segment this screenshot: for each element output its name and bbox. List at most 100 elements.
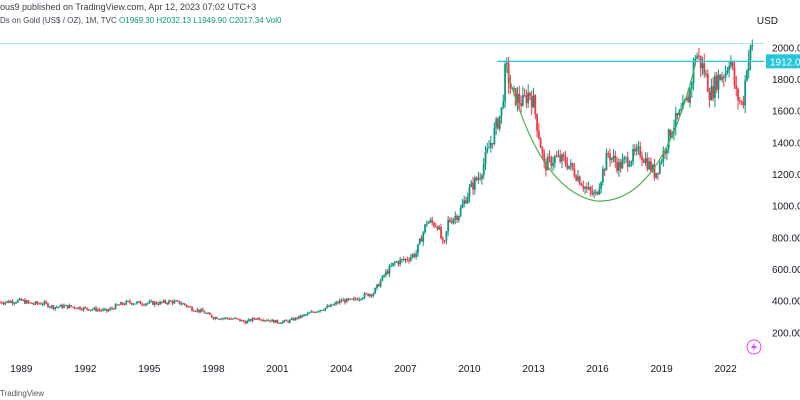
candle-body (719, 74, 722, 80)
candle-body (27, 300, 30, 303)
candle-body (128, 300, 131, 303)
candle-body (91, 309, 94, 311)
candle-body (47, 303, 49, 307)
candle-body (148, 301, 151, 304)
candle-body (104, 308, 106, 310)
cup-pattern-curve (505, 62, 697, 202)
candle-body (86, 307, 89, 310)
candle-body (267, 320, 270, 322)
candle-body (390, 265, 393, 267)
candle-body (237, 318, 240, 320)
candle-body (203, 311, 206, 314)
candle-body (593, 192, 595, 195)
candle-body (121, 302, 124, 305)
candle-body (114, 304, 117, 310)
candle-body (324, 307, 327, 310)
candle-body (445, 231, 448, 241)
candle-body (737, 88, 739, 101)
candle-body (443, 240, 446, 242)
candle-body (454, 216, 457, 220)
candle-body (255, 319, 257, 321)
candle-body (463, 200, 466, 205)
candle-body (347, 298, 350, 300)
candle-body (617, 161, 620, 171)
candle-body (310, 311, 313, 313)
candle-body (468, 186, 471, 197)
candle-body (276, 320, 279, 323)
candle-body (495, 118, 498, 128)
candle-body (214, 317, 217, 319)
tradingview-watermark: TradingView (0, 389, 45, 398)
candle-body (603, 169, 606, 171)
x-tick-label: 2019 (650, 364, 673, 375)
candle-body (733, 66, 736, 86)
candle-body (392, 263, 394, 266)
candle-body (568, 165, 570, 169)
y-tick-label: 1000.00 (772, 202, 800, 213)
candle-body (57, 306, 60, 308)
candle-body (306, 313, 309, 315)
candle-body (534, 95, 537, 114)
candle-body (7, 301, 10, 303)
candle-body (559, 155, 562, 162)
candle-body (486, 148, 489, 152)
candle-body (513, 88, 515, 90)
candle-body (657, 172, 659, 174)
candle-body (166, 302, 169, 304)
candle-body (457, 216, 460, 221)
candle-body (465, 200, 467, 204)
candle-body (251, 318, 254, 321)
candle-body (141, 304, 144, 306)
price-tag-box (766, 54, 800, 69)
candle-body (481, 175, 483, 179)
candle-body (735, 85, 738, 89)
candle-body (628, 164, 631, 167)
candle-body (191, 307, 193, 311)
candle-body (633, 149, 636, 152)
candle-body (626, 157, 629, 167)
candle-body (162, 300, 165, 303)
candle-body (72, 306, 74, 308)
candle-body (413, 254, 416, 257)
candle-body (153, 302, 156, 305)
candle-body (406, 259, 409, 261)
candle-body (89, 309, 92, 311)
candle-body (721, 77, 723, 80)
candle-body (221, 318, 224, 320)
candle-body (660, 161, 663, 163)
ohlc-high: H2032.13 (156, 16, 192, 25)
candle-body (187, 306, 190, 308)
candle-body (351, 298, 354, 300)
volume-value: Vol0 (265, 16, 282, 25)
candle-body (376, 284, 378, 288)
candle-body (111, 308, 113, 310)
candle-body (726, 70, 729, 73)
candle-body (642, 160, 645, 163)
candle-body (459, 207, 462, 217)
candle-body (571, 163, 574, 169)
candle-body (605, 153, 608, 171)
candle-body (2, 303, 5, 305)
candle-body (253, 318, 256, 320)
candle-body (472, 182, 474, 190)
candle-body (722, 77, 725, 79)
candle-body (223, 318, 225, 320)
candle-body (180, 303, 183, 305)
candle-body (546, 156, 549, 171)
candle-body (100, 310, 103, 312)
candle-body (710, 86, 713, 100)
candle-body (150, 301, 153, 303)
candle-body (674, 112, 677, 128)
candle-body (244, 321, 247, 324)
candle-body (297, 315, 300, 319)
candle-body (521, 95, 524, 106)
ohlc-open: O1969.30 (119, 16, 155, 25)
candle-body (176, 300, 179, 302)
candle-body (689, 88, 691, 103)
candle-body (744, 80, 747, 106)
candle-body (16, 300, 19, 303)
candle-body (518, 93, 521, 103)
candle-body (155, 302, 158, 305)
candle-body (452, 219, 455, 223)
